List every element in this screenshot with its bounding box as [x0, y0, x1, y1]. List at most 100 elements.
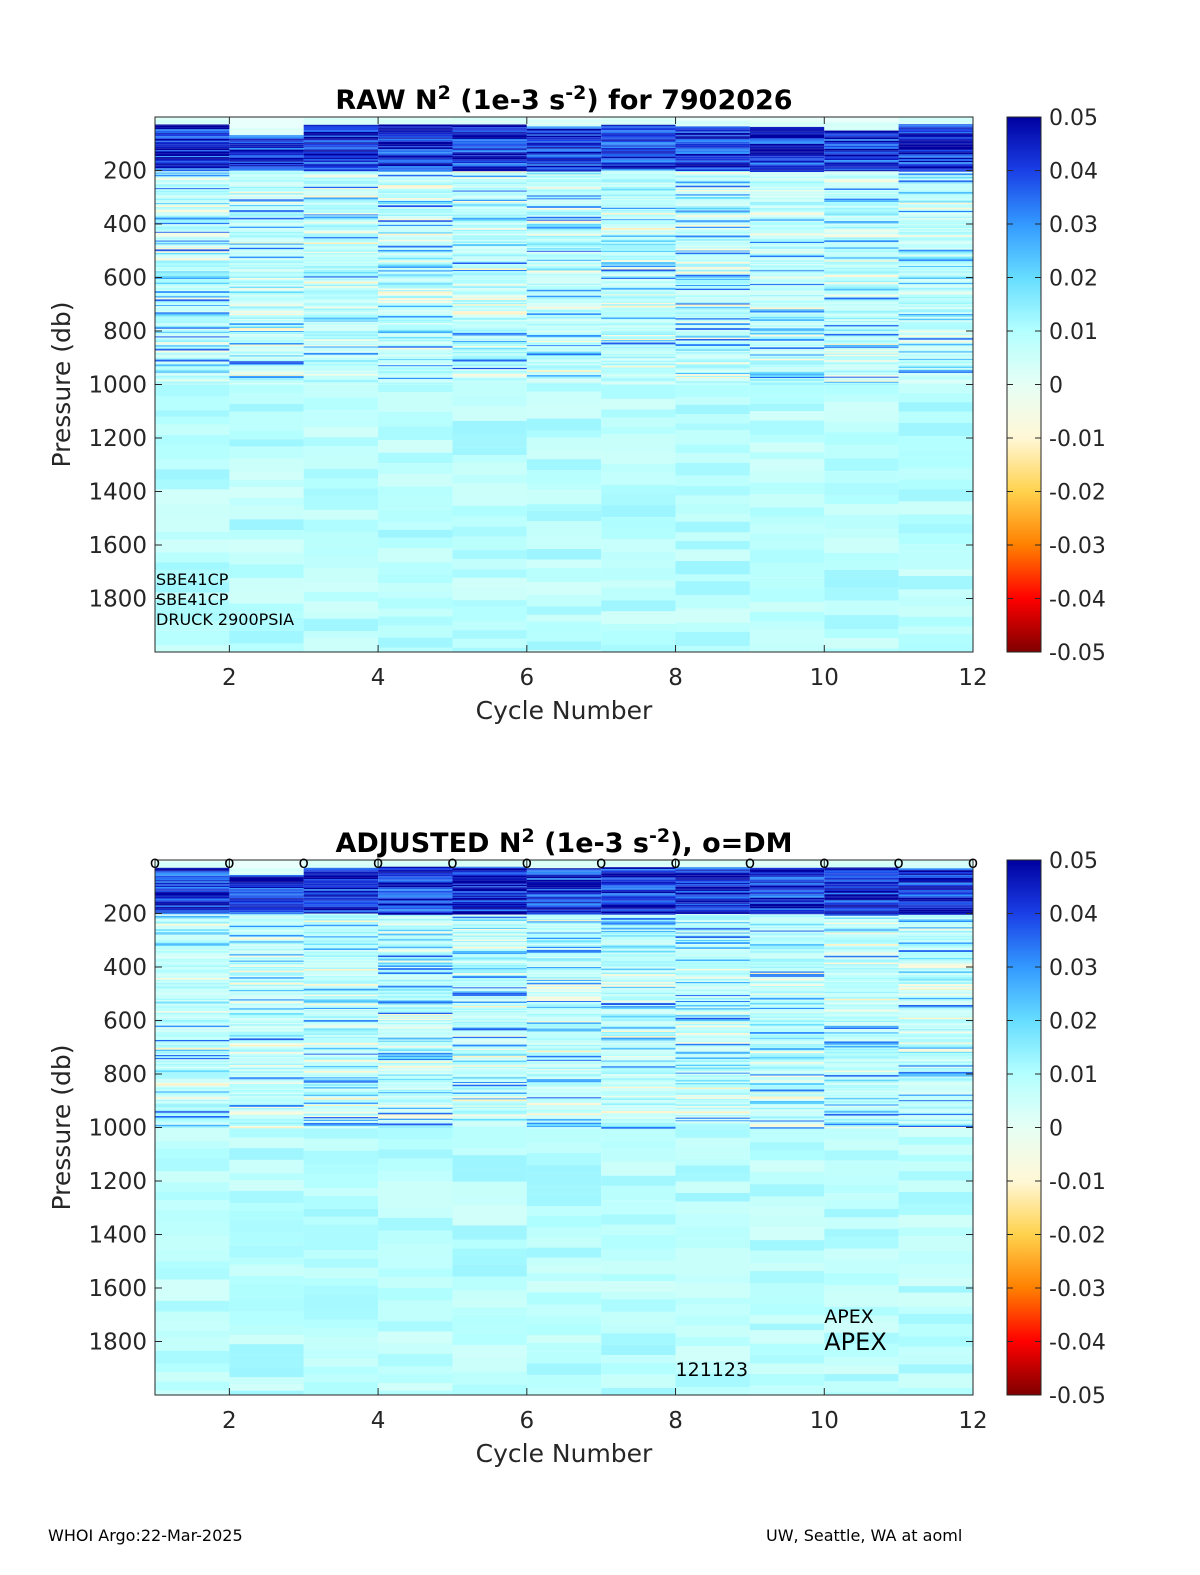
heatmap-cell — [526, 315, 602, 317]
heatmap-cell — [155, 271, 230, 273]
heatmap-cell — [749, 947, 825, 950]
heatmap-cell — [601, 1072, 676, 1074]
heatmap-cell — [452, 329, 527, 331]
heatmap-cell — [898, 569, 973, 576]
heatmap-cell — [898, 314, 973, 316]
heatmap-cell — [749, 1128, 825, 1143]
heatmap-cell — [601, 947, 676, 950]
heatmap-cell — [601, 1374, 676, 1388]
heatmap-cell — [601, 580, 676, 588]
heatmap-cell — [378, 293, 453, 296]
heatmap-cell — [675, 197, 750, 199]
heatmap-cell — [526, 175, 602, 178]
heatmap-cell — [378, 118, 453, 121]
chart-title: RAW N2 (1e-3 s-2) for 7902026 — [335, 82, 792, 116]
heatmap-cell — [898, 1171, 973, 1181]
heatmap-cell — [229, 282, 304, 284]
heatmap-cell — [229, 963, 304, 965]
heatmap-cell — [601, 240, 676, 243]
heatmap-cell — [824, 615, 899, 630]
heatmap-cell — [898, 248, 973, 250]
heatmap-cell — [155, 265, 230, 267]
heatmap-cell — [898, 1118, 973, 1120]
heatmap-cell — [155, 1036, 230, 1038]
heatmap-cell — [526, 970, 602, 972]
heatmap-cell — [378, 968, 453, 970]
heatmap-cell — [824, 1292, 899, 1307]
heatmap-cell — [675, 986, 750, 988]
heatmap-cell — [675, 375, 750, 377]
heatmap-cell — [601, 185, 676, 187]
heatmap-cell — [601, 959, 676, 962]
heatmap-cell — [526, 919, 602, 921]
heatmap-cell — [601, 1017, 676, 1019]
heatmap-cell — [824, 919, 899, 921]
heatmap-cell — [229, 235, 304, 238]
heatmap-cell — [601, 271, 676, 273]
heatmap-cell — [452, 351, 527, 354]
heatmap-cell — [303, 245, 379, 247]
heatmap-cell — [824, 917, 899, 920]
heatmap-cell — [824, 1032, 899, 1034]
heatmap-cell — [898, 1203, 973, 1215]
heatmap-cell — [378, 308, 453, 310]
heatmap-cell — [749, 999, 825, 1002]
heatmap-cell — [155, 1034, 230, 1037]
heatmap-cell — [898, 128, 973, 131]
heatmap-cell — [675, 240, 750, 243]
heatmap-cell — [155, 1001, 230, 1003]
heatmap-cell — [898, 921, 973, 923]
heatmap-cell — [378, 371, 453, 373]
heatmap-cell — [675, 931, 750, 933]
heatmap-cell — [898, 876, 973, 878]
heatmap-cell — [378, 497, 453, 510]
heatmap-cell — [378, 1106, 453, 1108]
heatmap-cell — [526, 245, 602, 247]
heatmap-cell — [675, 646, 750, 652]
heatmap-cell — [378, 367, 453, 370]
heatmap-cell — [229, 135, 304, 137]
heatmap-cell — [378, 213, 453, 215]
heatmap-cell — [526, 1085, 602, 1088]
heatmap-cell — [155, 919, 230, 921]
heatmap-cell — [898, 942, 973, 944]
heatmap-cell — [898, 361, 973, 364]
heatmap-cell — [749, 1042, 825, 1044]
heatmap-cell — [303, 1074, 379, 1076]
heatmap-cell — [898, 932, 973, 935]
heatmap-cell — [303, 997, 379, 1000]
heatmap-cell — [155, 1029, 230, 1031]
heatmap-cell — [452, 245, 527, 248]
heatmap-cell — [452, 884, 527, 887]
heatmap-cell — [526, 220, 602, 223]
heatmap-cell — [749, 191, 825, 193]
heatmap-cell — [898, 262, 973, 264]
heatmap-cell — [675, 972, 750, 974]
heatmap-cell — [452, 1033, 527, 1036]
heatmap-cell — [675, 900, 750, 903]
heatmap-cell — [303, 323, 379, 325]
heatmap-cell — [824, 1039, 899, 1042]
heatmap-cell — [526, 1038, 602, 1040]
heatmap-cell — [675, 978, 750, 981]
y-tick-label: 200 — [103, 902, 147, 928]
heatmap-cell — [601, 1113, 676, 1115]
heatmap-cell — [229, 932, 304, 934]
heatmap-cell — [824, 347, 899, 350]
heatmap-cell — [749, 330, 825, 332]
heatmap-cell — [303, 557, 379, 569]
heatmap-cell — [526, 332, 602, 334]
heatmap-cell — [898, 954, 973, 957]
heatmap-cell — [601, 1005, 676, 1007]
heatmap-cell — [229, 928, 304, 930]
heatmap-cell — [452, 1127, 527, 1141]
heatmap-cell — [378, 142, 453, 145]
heatmap-cell — [229, 898, 304, 900]
heatmap-cell — [155, 1102, 230, 1105]
heatmap-cell — [601, 1311, 676, 1325]
heatmap-cell — [155, 517, 230, 532]
heatmap-cell — [378, 522, 453, 530]
heatmap-cell — [452, 916, 527, 919]
heatmap-cell — [229, 274, 304, 277]
heatmap-cell — [898, 279, 973, 281]
